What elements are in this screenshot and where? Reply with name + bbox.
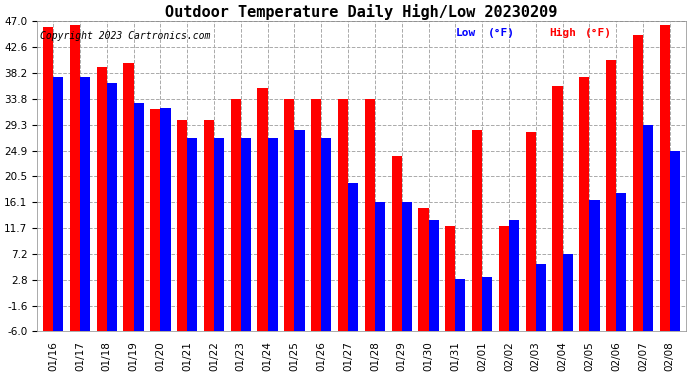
Bar xyxy=(80,78,90,331)
Bar xyxy=(526,132,535,331)
Bar xyxy=(338,99,348,331)
Bar xyxy=(134,103,144,331)
Text: (°F): (°F) xyxy=(585,27,612,38)
Bar xyxy=(348,183,358,331)
Text: High: High xyxy=(550,27,577,38)
Bar xyxy=(150,109,161,331)
Bar xyxy=(365,99,375,331)
Bar xyxy=(589,200,600,331)
Bar xyxy=(445,226,455,331)
Bar xyxy=(70,25,80,331)
Bar xyxy=(552,86,562,331)
Bar xyxy=(670,151,680,331)
Bar xyxy=(428,220,439,331)
Bar xyxy=(97,67,107,331)
Bar xyxy=(482,278,492,331)
Bar xyxy=(214,138,224,331)
Bar xyxy=(391,156,402,331)
Bar xyxy=(472,130,482,331)
Text: Copyright 2023 Cartronics.com: Copyright 2023 Cartronics.com xyxy=(41,31,210,40)
Bar xyxy=(643,125,653,331)
Text: (°F): (°F) xyxy=(488,27,515,38)
Bar xyxy=(311,99,322,331)
Bar xyxy=(322,138,331,331)
Bar xyxy=(107,83,117,331)
Bar xyxy=(204,120,214,331)
Bar xyxy=(53,78,63,331)
Bar xyxy=(418,209,428,331)
Bar xyxy=(455,279,466,331)
Bar xyxy=(606,60,616,331)
Bar xyxy=(499,226,509,331)
Bar xyxy=(660,25,670,331)
Bar xyxy=(284,99,295,331)
Bar xyxy=(562,254,573,331)
Bar xyxy=(633,35,643,331)
Bar xyxy=(177,120,187,331)
Text: Low: Low xyxy=(455,27,476,38)
Bar xyxy=(402,202,412,331)
Bar xyxy=(295,130,305,331)
Bar xyxy=(579,78,589,331)
Bar xyxy=(43,27,53,331)
Bar xyxy=(230,99,241,331)
Bar xyxy=(124,63,134,331)
Bar xyxy=(161,108,170,331)
Title: Outdoor Temperature Daily High/Low 20230209: Outdoor Temperature Daily High/Low 20230… xyxy=(166,4,558,20)
Bar xyxy=(257,88,268,331)
Bar xyxy=(509,220,519,331)
Bar xyxy=(241,138,251,331)
Bar xyxy=(375,202,385,331)
Bar xyxy=(535,264,546,331)
Bar xyxy=(187,138,197,331)
Bar xyxy=(616,193,627,331)
Bar xyxy=(268,138,278,331)
